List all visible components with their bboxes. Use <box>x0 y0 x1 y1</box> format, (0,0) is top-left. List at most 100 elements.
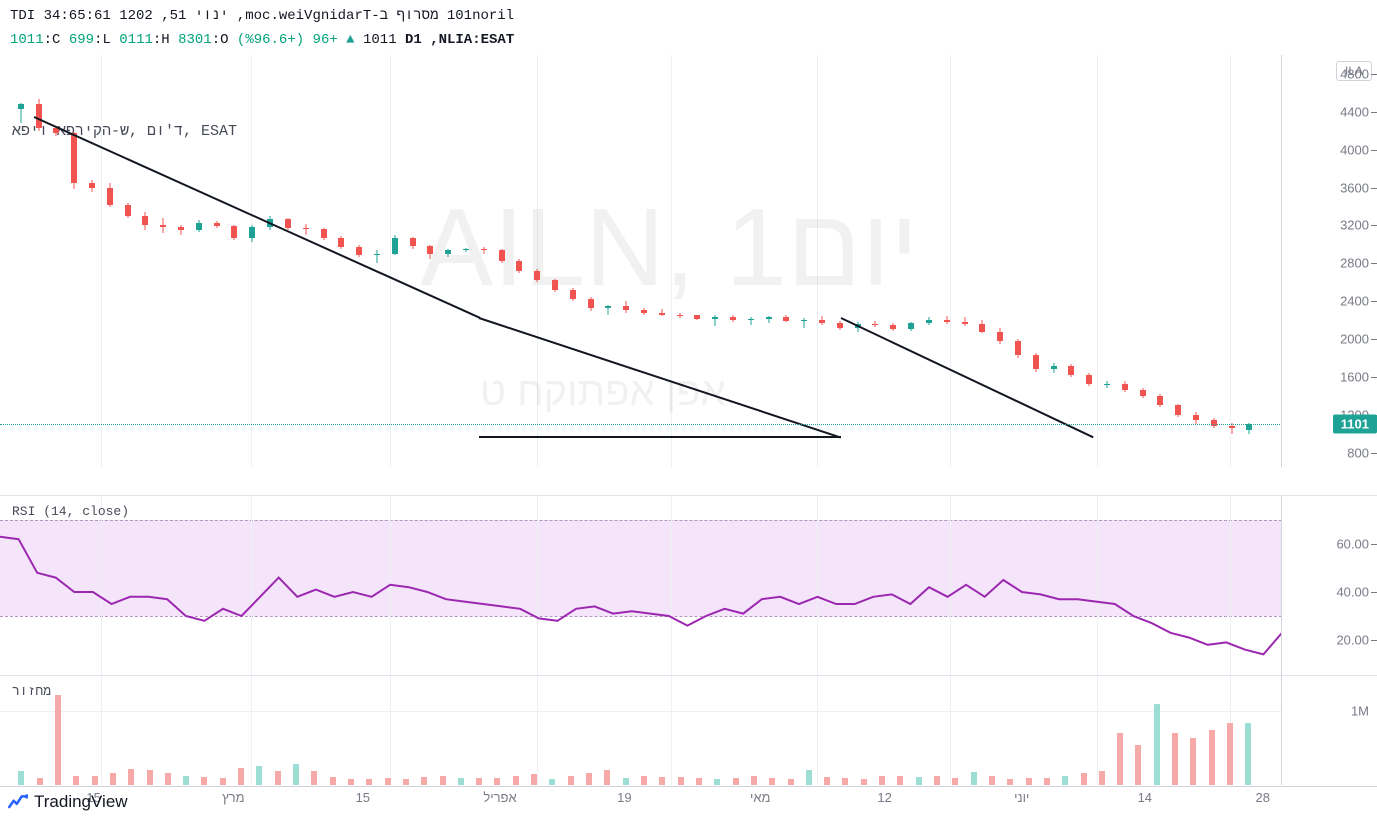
price-axis-tick-label: 4400 <box>1340 104 1369 119</box>
volume-bar[interactable] <box>385 778 391 785</box>
volume-bar[interactable] <box>641 776 647 785</box>
x-axis-day-label: 15 <box>356 790 370 805</box>
volume-bar[interactable] <box>1044 778 1050 785</box>
volume-bar[interactable] <box>128 769 134 785</box>
rsi-axis-tick-label: 40.00 <box>1336 585 1369 600</box>
right-axis-divider <box>1281 55 1282 467</box>
volume-bar[interactable] <box>568 776 574 785</box>
volume-bar[interactable] <box>238 768 244 785</box>
volume-bar[interactable] <box>1081 773 1087 785</box>
chart-watermark-main: AILN, 1יום אפן אפתוקח ט <box>0 55 1377 467</box>
price-axis-tick-mark <box>1371 74 1377 75</box>
volume-bar[interactable] <box>531 774 537 785</box>
volume-bar[interactable] <box>183 776 189 786</box>
price-axis-tick-mark <box>1371 377 1377 378</box>
volume-title-label: מחזור <box>12 684 51 699</box>
volume-bar[interactable] <box>989 776 995 786</box>
volume-bar[interactable] <box>147 770 153 785</box>
volume-bar[interactable] <box>897 776 903 786</box>
change-triangle-icon: ▲ <box>346 32 354 48</box>
svg-text:אפן אפתוקח ט: אפן אפתוקח ט <box>480 370 726 414</box>
tradingview-logo[interactable]: TradingView <box>8 792 128 812</box>
volume-bar[interactable] <box>971 772 977 785</box>
volume-bar[interactable] <box>1026 778 1032 785</box>
grid-line-vertical <box>251 676 252 785</box>
volume-bar[interactable] <box>1099 771 1105 785</box>
volume-bar[interactable] <box>824 777 830 785</box>
trendline-drawing[interactable] <box>479 436 841 438</box>
x-axis-month-label: יוני <box>1014 790 1029 805</box>
volume-bar[interactable] <box>1117 733 1123 785</box>
price-axis-tick-mark <box>1371 112 1377 113</box>
volume-bar[interactable] <box>476 778 482 785</box>
volume-bar[interactable] <box>842 778 848 785</box>
volume-bar[interactable] <box>165 773 171 785</box>
volume-bar[interactable] <box>1245 723 1251 785</box>
grid-line-vertical <box>950 676 951 785</box>
x-axis-day-label: 19 <box>617 790 631 805</box>
volume-bar[interactable] <box>751 776 757 786</box>
volume-bar[interactable] <box>1227 723 1233 785</box>
volume-bar[interactable] <box>18 771 24 785</box>
volume-bar[interactable] <box>458 778 464 785</box>
chart-watermark-topleft: TASE ,ד'ום ,ש-הקירפא ויפא <box>12 123 237 140</box>
grid-line-vertical <box>537 676 538 785</box>
last-price-label: 1101 <box>363 32 397 48</box>
volume-bar[interactable] <box>311 771 317 785</box>
trendline-drawing[interactable] <box>841 317 1094 438</box>
x-axis-labels-container: 15 מרץ 15 אפריל 19 מאי 12 יוני 14 28 <box>0 785 1282 810</box>
volume-bar[interactable] <box>421 777 427 785</box>
volume-bar[interactable] <box>1209 730 1215 785</box>
trendline-drawing[interactable] <box>479 317 841 438</box>
volume-bar[interactable] <box>769 778 775 785</box>
volume-bar[interactable] <box>604 770 610 785</box>
volume-bar[interactable] <box>916 777 922 785</box>
volume-bar[interactable] <box>330 777 336 785</box>
x-axis-day-label: 14 <box>1138 790 1152 805</box>
volume-bar[interactable] <box>1172 733 1178 785</box>
volume-bar[interactable] <box>256 766 262 785</box>
volume-bar[interactable] <box>275 771 281 785</box>
price-axis-tick-label: 1600 <box>1340 370 1369 385</box>
volume-bar[interactable] <box>494 778 500 785</box>
volume-bar[interactable] <box>92 776 98 786</box>
volume-bar[interactable] <box>201 777 207 785</box>
current-price-badge[interactable]: 1101 <box>1333 415 1377 434</box>
grid-line-vertical <box>817 676 818 785</box>
volume-bar[interactable] <box>1154 704 1160 785</box>
price-axis-tick-mark <box>1371 188 1377 189</box>
volume-bar[interactable] <box>733 778 739 785</box>
volume-bar[interactable] <box>55 695 61 785</box>
symbol-label[interactable]: TASE:AILN, 1D <box>405 32 514 48</box>
volume-bar[interactable] <box>934 776 940 786</box>
volume-bar[interactable] <box>73 776 79 786</box>
volume-bar[interactable] <box>879 776 885 785</box>
rsi-panel: RSI (14, close) 60.00 40.00 20.00 <box>0 495 1377 675</box>
volume-bar[interactable] <box>440 776 446 786</box>
price-panel: TASE ,ד'ום ,ש-הקירפא ויפא ILA AILN, 1יום… <box>0 55 1377 467</box>
price-axis-tick-label: 4800 <box>1340 66 1369 81</box>
volume-bar[interactable] <box>586 773 592 785</box>
volume-bar[interactable] <box>220 778 226 785</box>
volume-bar[interactable] <box>1135 745 1141 785</box>
volume-bar[interactable] <box>678 777 684 785</box>
rsi-axis-tick-mark <box>1371 544 1377 545</box>
volume-bar[interactable] <box>659 777 665 785</box>
grid-line-horizontal <box>0 711 1282 712</box>
volume-bar[interactable] <box>952 778 958 785</box>
volume-bar[interactable] <box>1062 776 1068 786</box>
volume-bar[interactable] <box>1190 738 1196 786</box>
volume-bar[interactable] <box>110 773 116 785</box>
volume-bar[interactable] <box>806 770 812 785</box>
volume-bar[interactable] <box>513 776 519 785</box>
tradingview-logo-text: TradingView <box>34 792 128 812</box>
price-axis-tick-label: 4000 <box>1340 142 1369 157</box>
grid-line-vertical <box>1230 55 1231 467</box>
volume-bar[interactable] <box>37 778 43 785</box>
grid-line-vertical <box>390 55 391 467</box>
volume-bar[interactable] <box>293 764 299 785</box>
chart-header-line1: liron101 מסרוף ב-TradingView.com, ינוי 1… <box>10 8 514 24</box>
volume-bar[interactable] <box>623 778 629 785</box>
volume-panel: מחזור 1M 15 מרץ 15 אפריל 19 מאי 12 יוני 14 28 <box>0 675 1377 785</box>
volume-bar[interactable] <box>696 778 702 785</box>
